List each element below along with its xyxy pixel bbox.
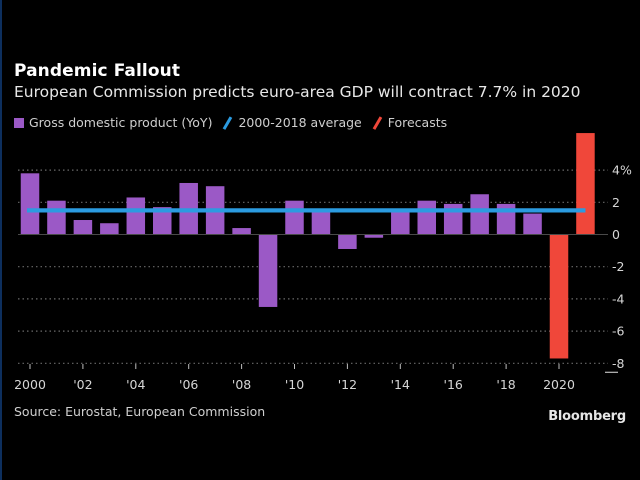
gdp-bar	[338, 234, 357, 249]
y-tick-label: 2	[612, 195, 620, 210]
y-tick-label: -2	[612, 259, 624, 274]
gdp-bar	[153, 207, 172, 235]
x-tick-label: '18	[496, 377, 515, 392]
x-tick-label: '02	[73, 377, 92, 392]
gdp-bar	[73, 220, 93, 235]
gdp-bar	[20, 173, 40, 235]
y-tick-label: 4%	[612, 163, 632, 178]
gdp-bar	[47, 200, 66, 235]
y-tick-label: 0	[612, 227, 620, 242]
x-tick-label: '10	[285, 377, 304, 392]
x-tick-label: '14	[391, 377, 410, 392]
x-tick-label: 2020	[543, 377, 575, 392]
gdp-bar	[391, 211, 410, 235]
y-tick-label: -6	[612, 324, 625, 339]
gdp-bar	[523, 213, 542, 235]
bloomberg-logo: Bloomberg	[548, 409, 626, 424]
chart-title: Pandemic Fallout	[14, 61, 181, 81]
legend-label: 2000-2018 average	[238, 115, 362, 130]
chart-subtitle: European Commission predicts euro-area G…	[14, 83, 581, 101]
legend-item-average: 2000-2018 average	[221, 115, 361, 130]
x-tick-label: '12	[338, 377, 357, 392]
x-tick-label: '06	[179, 377, 198, 392]
legend-label: Forecasts	[387, 115, 448, 130]
y-tick-label: -8	[612, 356, 625, 371]
x-tick-label: '08	[232, 377, 251, 392]
x-tick-label: '04	[126, 377, 145, 392]
gdp-bar	[126, 197, 146, 235]
x-tick-label: '16	[444, 377, 463, 392]
gdp-bar	[258, 234, 278, 307]
gdp-bar	[417, 200, 436, 235]
gdp-bar	[311, 208, 331, 235]
legend: Gross domestic product (YoY) 2000-2018 a…	[14, 115, 456, 130]
x-tick-label: 2000	[14, 377, 46, 392]
gdp-bar	[100, 223, 119, 235]
forecast-bar	[549, 234, 569, 359]
legend-item-forecasts: Forecasts	[371, 115, 447, 130]
forecast-bar	[576, 133, 595, 235]
legend-square-icon	[14, 117, 24, 128]
source-note: Source: Eurostat, European Commission	[14, 404, 266, 419]
legend-item-gdp: Gross domestic product (YoY)	[14, 115, 212, 130]
gdp-bar	[232, 228, 251, 235]
y-tick-label: -4	[612, 291, 625, 306]
gdp-bar	[470, 194, 489, 235]
gdp-bar	[364, 234, 384, 238]
legend-label: Gross domestic product (YoY)	[29, 115, 213, 130]
gdp-bar	[285, 200, 304, 235]
